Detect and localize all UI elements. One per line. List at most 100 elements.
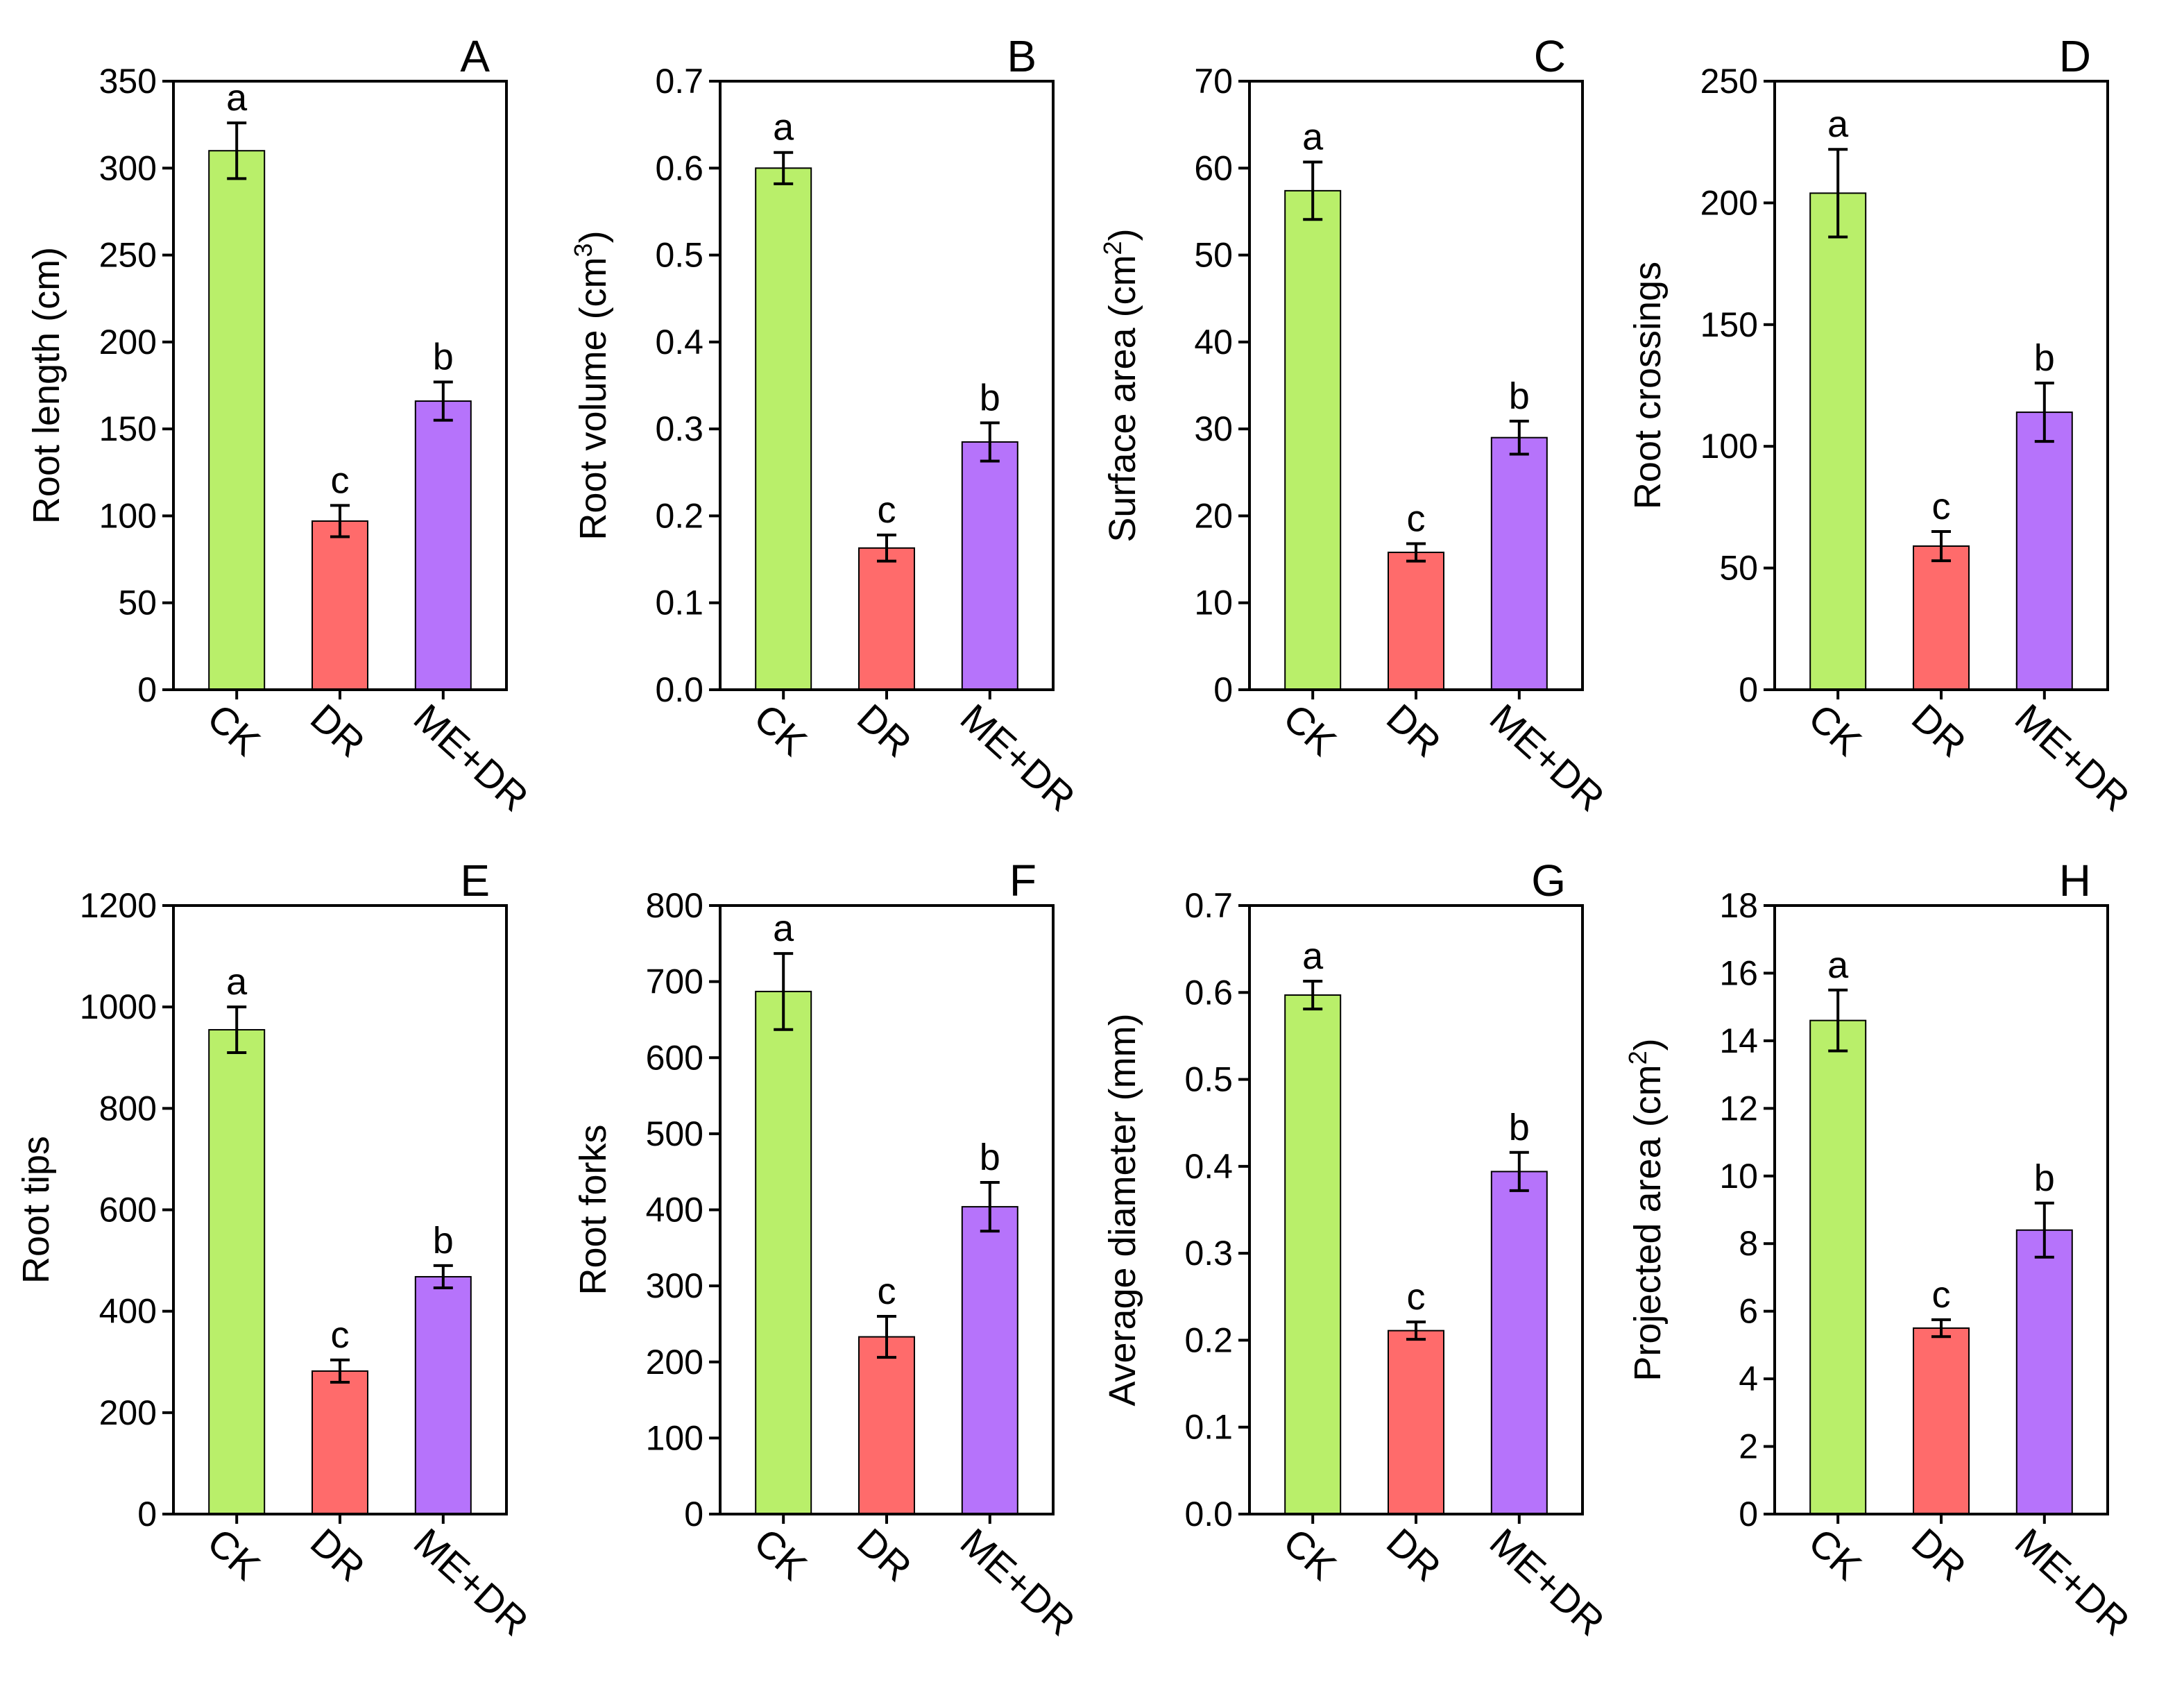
y-tick-label: 0.5: [1184, 1060, 1233, 1099]
bar-me-dr: [414, 1275, 472, 1515]
x-tick-label: CK: [199, 1520, 268, 1588]
y-tick-label: 150: [1700, 305, 1758, 344]
y-axis-label: Average diameter (mm): [1102, 1013, 1143, 1406]
x-tick-label: ME+DR: [2007, 695, 2138, 819]
x-tick-label: ME+DR: [1482, 1520, 1613, 1644]
y-tick-label: 8: [1739, 1224, 1758, 1263]
y-tick-label: 350: [99, 62, 157, 101]
x-tick-label: CK: [1275, 1520, 1345, 1588]
x-tick-label: DR: [849, 1520, 920, 1590]
y-tick-label: 0.2: [655, 496, 703, 535]
chart-panel-d: a CK c DR b ME+DR 0 50 100 150 200 250 Root crossing…: [1627, 31, 2138, 819]
y-axis-label-superscript: 3: [569, 243, 597, 257]
x-tick-label: CK: [746, 695, 815, 764]
y-axis-label-superscript: 2: [1098, 241, 1127, 255]
significance-letter: a: [773, 908, 794, 949]
chart-panel-c: a CK c DR b ME+DR 0 10 20 30 40 50 60 70 Surface area …: [1098, 31, 1613, 819]
significance-letter: a: [1827, 944, 1849, 986]
bar-ck: [208, 1029, 266, 1515]
significance-letter: c: [1407, 1276, 1426, 1318]
x-tick-label: DR: [302, 695, 373, 765]
bar-ck: [1809, 192, 1867, 691]
y-axis-label: Root length (cm): [26, 247, 67, 524]
significance-letter: c: [331, 459, 350, 501]
y-axis-label-text: Root length (cm): [26, 247, 67, 524]
bar-ck: [1809, 1019, 1867, 1515]
y-tick-label: 2: [1739, 1427, 1758, 1466]
y-tick-label: 50: [118, 584, 157, 622]
bar-ck: [755, 167, 812, 691]
x-tick-label: DR: [302, 1520, 373, 1590]
y-axis-label-text: Root volume (cm: [572, 257, 614, 540]
y-tick-label: 600: [646, 1038, 703, 1077]
bar-me-dr: [2015, 1229, 2073, 1515]
x-tick-label: ME+DR: [406, 695, 537, 819]
bar-me-dr: [414, 400, 472, 691]
y-tick-label: 18: [1719, 886, 1758, 925]
y-tick-label: 300: [99, 148, 157, 187]
y-axis-label: Root tips: [15, 1136, 57, 1284]
y-axis-label: Surface area (cm2): [1098, 228, 1143, 542]
chart-panel-f: a CK c DR b ME+DR 0 100 200 300 400 500 600 700 800 Roo…: [572, 856, 1084, 1644]
significance-letter: a: [1827, 103, 1849, 145]
significance-letter: b: [2034, 337, 2055, 379]
y-tick-label: 0.7: [1184, 886, 1233, 925]
y-axis-label-close: ): [572, 230, 614, 243]
y-tick-label: 800: [646, 886, 703, 925]
x-tick-label: ME+DR: [953, 695, 1084, 819]
significance-letter: c: [1407, 498, 1426, 540]
significance-letter: c: [1932, 1274, 1951, 1316]
y-tick-label: 400: [646, 1191, 703, 1230]
significance-letter: b: [2034, 1157, 2055, 1199]
y-tick-label: 0.0: [1184, 1495, 1233, 1534]
y-tick-label: 0.3: [1184, 1234, 1233, 1273]
significance-letter: a: [1302, 117, 1324, 158]
x-tick-label: CK: [746, 1520, 815, 1588]
significance-letter: c: [1932, 486, 1951, 527]
significance-letter: b: [1509, 1107, 1530, 1148]
bar-me-dr: [961, 1206, 1018, 1515]
y-tick-label: 150: [99, 409, 157, 448]
significance-letter: c: [878, 489, 896, 531]
y-tick-label: 0: [1739, 670, 1758, 709]
x-tick-label: DR: [1904, 695, 1974, 765]
y-axis-label-text: Root forks: [572, 1124, 614, 1295]
y-tick-label: 0: [684, 1495, 703, 1534]
panel-letter: B: [1007, 31, 1036, 81]
y-tick-label: 50: [1194, 236, 1233, 275]
y-tick-label: 70: [1194, 62, 1233, 101]
bar-dr: [858, 547, 915, 691]
bar-me-dr: [1490, 1171, 1548, 1515]
x-tick-label: DR: [849, 695, 920, 765]
y-tick-label: 0.1: [1184, 1408, 1233, 1447]
y-tick-label: 30: [1194, 409, 1233, 448]
chart-panel-b: a CK c DR b ME+DR 0.0 0.1 0.2 0.3 0.4 0.5 0.6 0.7 Root…: [569, 31, 1084, 819]
y-tick-label: 100: [99, 496, 157, 535]
y-axis-label-text: Root crossings: [1627, 262, 1669, 509]
y-axis-label: Root crossings: [1627, 262, 1669, 509]
bar-ck: [1284, 994, 1342, 1515]
y-axis-label-superscript: 2: [1623, 1051, 1652, 1064]
x-tick-label: CK: [1800, 1520, 1870, 1588]
bar-dr: [312, 520, 368, 691]
y-tick-label: 16: [1719, 953, 1758, 992]
significance-letter: b: [1509, 375, 1530, 417]
y-tick-label: 200: [99, 323, 157, 362]
bar-me-dr: [1490, 436, 1548, 691]
x-tick-label: DR: [1379, 1520, 1449, 1590]
panel-letter: H: [2059, 856, 2091, 906]
y-axis-label-text: Average diameter (mm): [1102, 1013, 1143, 1406]
y-tick-label: 20: [1194, 496, 1233, 535]
y-tick-label: 0: [137, 670, 157, 709]
chart-panel-g: a CK c DR b ME+DR 0.0 0.1 0.2 0.3 0.4 0.5 0.6 0.7 Aver…: [1102, 856, 1613, 1644]
panel-letter: G: [1531, 856, 1566, 906]
x-tick-label: ME+DR: [2007, 1520, 2138, 1644]
y-axis-label-close: ): [1627, 1038, 1669, 1051]
x-tick-label: ME+DR: [406, 1520, 537, 1644]
y-tick-label: 600: [99, 1191, 157, 1230]
bar-ck: [1284, 189, 1342, 690]
chart-panel-e: a CK c DR b ME+DR 0 200 400 600 800 1000 1200 Root ti…: [15, 856, 537, 1644]
panel-letter: A: [460, 31, 490, 81]
y-tick-label: 0.1: [655, 584, 703, 622]
